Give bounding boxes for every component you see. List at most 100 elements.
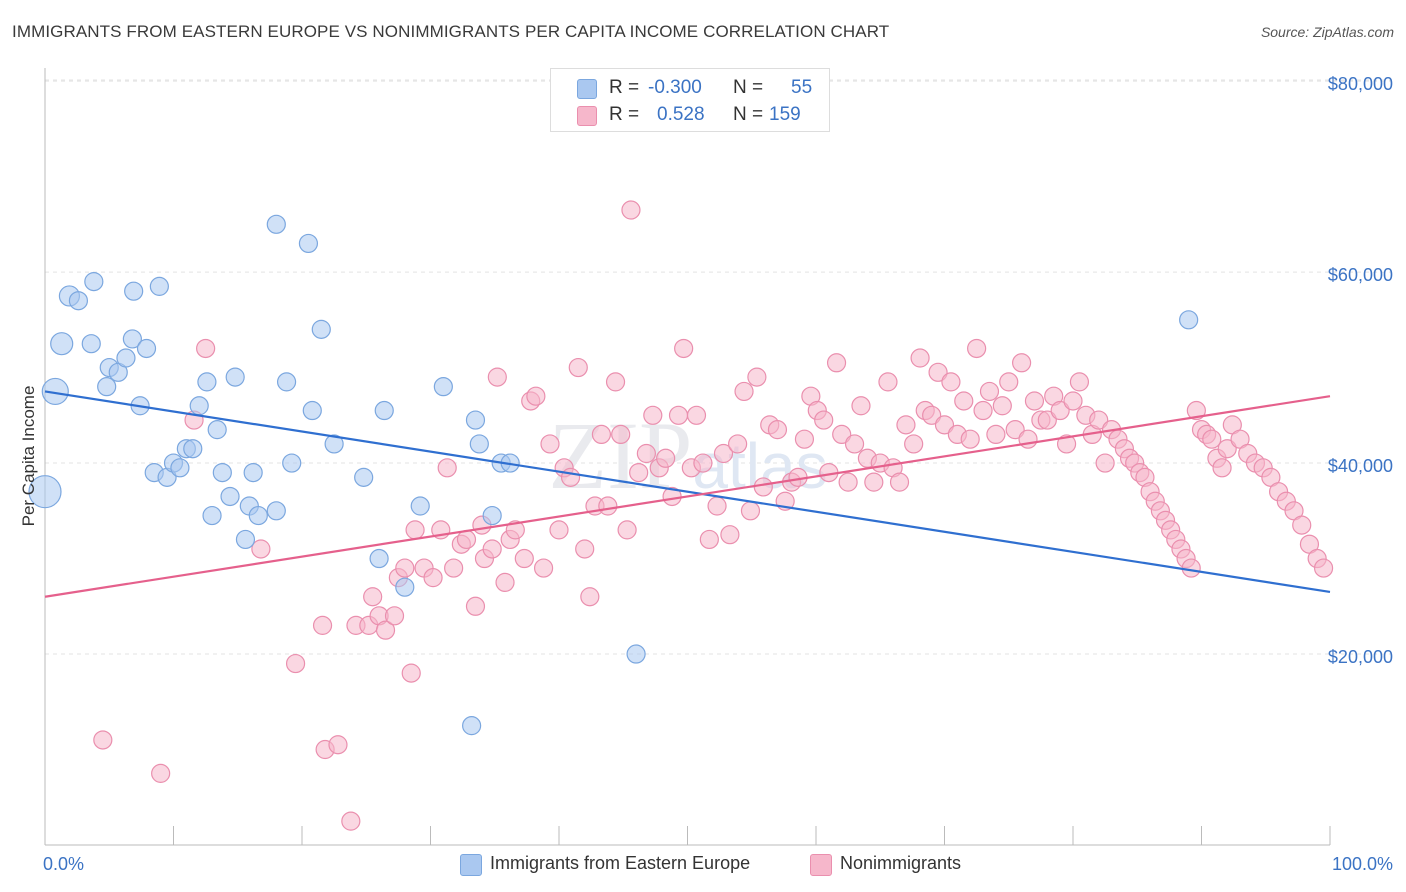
nonimmigrant-point [482,539,502,559]
legend-swatch-nonimmigrants [577,106,597,126]
immigrant-point [433,377,453,397]
immigrant-point [122,329,142,349]
nonimmigrant-point [1056,434,1077,454]
nonimmigrant-point [693,453,713,473]
nonimmigrant-point [896,415,916,435]
nonimmigrant-point [591,424,612,445]
y-tick-label: $20,000 [1328,647,1393,667]
nonimmigrant-point [1217,439,1237,459]
nonimmigrant-point [814,410,834,430]
nonimmigrant-point [395,558,415,578]
nonimmigrant-point [1186,400,1206,421]
nonimmigrant-point [656,448,676,468]
immigrant-point [235,529,256,550]
nonimmigrant-point [928,362,948,382]
nonimmigrant-point [598,496,618,516]
nonimmigrant-point [864,472,884,492]
immigrant-point [81,334,101,354]
legend-row-nonimmigrants: R = 0.528 N = 159 [551,102,829,128]
nonimmigrant-point [580,587,600,607]
nonimmigrant-point [1212,458,1232,478]
nonimmigrant-point [1005,420,1025,440]
immigrant-point [124,281,144,301]
immigrant-point [197,372,217,392]
legend-swatch-immigrants [460,854,482,876]
immigrant-point [302,400,322,421]
legend-swatch-immigrants [577,79,597,99]
legend-n-value: 159 [769,104,801,125]
y-tick-label: $80,000 [1328,74,1393,94]
nonimmigrant-point [575,539,595,559]
immigrant-point [324,434,344,454]
immigrant-point [462,716,482,736]
immigrant-point [189,396,209,416]
nonimmigrant-point [1202,429,1222,449]
immigrant-point [311,319,331,339]
nonimmigrant-point [992,396,1012,416]
immigrant-point [410,496,430,516]
immigrant-point [369,548,389,569]
nonimmigrant-point [341,811,361,831]
legend-swatch-nonimmigrants [810,854,832,876]
nonimmigrant-point [922,405,942,425]
legend-n-value: 55 [791,77,813,98]
nonimmigrant-point [456,529,477,550]
legend-label-nonimmigrants: Nonimmigrants [840,853,962,873]
nonimmigrant-point [999,372,1019,392]
nonimmigrant-point [1011,353,1032,373]
nonimmigrant-point [444,558,464,578]
nonimmigrant-point [904,434,924,454]
nonimmigrant-point [437,458,457,478]
nonimmigrant-point [1050,400,1070,421]
nonimmigrant-point [401,663,421,683]
nonimmigrant-point [423,568,443,588]
immigrant-point [84,272,104,292]
immigrant-point [149,276,169,296]
nonimmigrant-point [747,367,767,387]
nonimmigrant-point [495,572,515,593]
nonimmigrant-point [728,434,748,454]
nonimmigrant-point [643,405,663,425]
immigrant-point [97,377,117,397]
immigrant-point [354,467,374,487]
nonimmigrant-point [384,606,405,626]
nonimmigrant-point [734,381,754,402]
immigrant-point [68,291,89,311]
nonimmigrant-point [196,338,216,359]
immigrant-point [202,505,222,526]
nonimmigrant-point [405,520,425,540]
nonimmigrant-point [986,424,1006,445]
axis-labels: $20,000 $40,000 $60,000 $80,000 0.0% 100.0% Pe… [19,74,1393,874]
chart-title: IMMIGRANTS FROM EASTERN EUROPE VS NONIMM… [12,22,890,41]
nonimmigrant-point [629,462,649,483]
nonimmigrant-point [151,763,171,783]
y-tick-label: $60,000 [1328,265,1393,285]
immigrant-point [298,233,319,254]
immigrant-point [50,332,74,356]
correlation-legend: R = -0.300 N = 55 R = 0.528 N = 159 [550,68,830,132]
nonimmigrant-point [549,520,569,540]
nonimmigrant-point [674,338,694,359]
immigrant-point [276,372,297,392]
nonimmigrant-point [611,424,631,445]
nonimmigrant-point [312,615,333,635]
x-tick-label: 0.0% [43,854,84,874]
immigrant-point [266,214,286,234]
nonimmigrant-point [328,735,348,755]
y-axis-title: Per Capita Income [19,386,38,527]
nonimmigrant-point [285,653,306,674]
nonimmigrant-point [1313,558,1334,578]
immigrant-point [465,410,486,430]
nonimmigrant-point [621,200,641,220]
nonimmigrant-point [1069,372,1090,392]
nonimmigrant-point [699,529,719,550]
immigrant-point [243,462,263,483]
nonimmigrant-point [889,472,910,492]
nonimmigrant-point [1024,391,1045,411]
immigrant-point [212,462,232,483]
immigrant-point [626,644,646,664]
immigrants-trend-line [44,390,1331,594]
legend-r-value: 0.528 [657,104,705,125]
nonimmigrant-point [934,415,955,435]
